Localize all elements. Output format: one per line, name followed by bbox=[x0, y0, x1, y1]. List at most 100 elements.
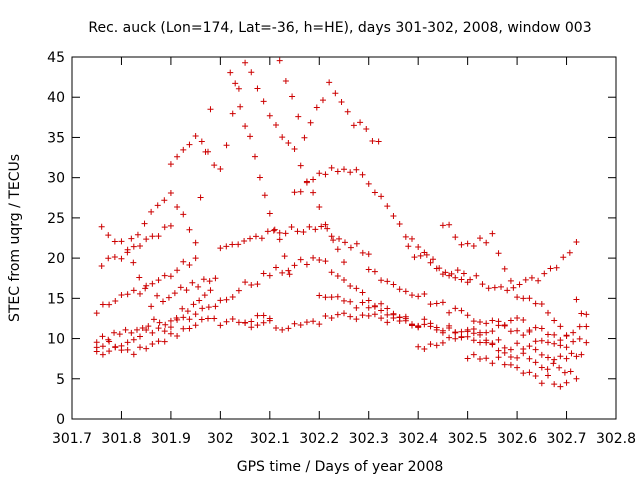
data-point bbox=[454, 267, 461, 274]
data-point bbox=[118, 238, 125, 245]
data-point bbox=[198, 138, 205, 145]
data-point bbox=[167, 330, 174, 337]
data-point bbox=[217, 297, 224, 304]
data-point bbox=[186, 325, 193, 332]
data-point bbox=[232, 80, 239, 87]
data-point bbox=[167, 161, 174, 168]
data-point bbox=[489, 328, 496, 335]
data-point bbox=[242, 319, 249, 326]
data-point bbox=[501, 322, 508, 329]
data-point bbox=[541, 270, 548, 277]
data-point bbox=[411, 254, 418, 261]
data-point bbox=[464, 355, 471, 362]
data-point bbox=[427, 323, 434, 330]
data-point bbox=[359, 249, 366, 256]
data-point bbox=[128, 329, 135, 336]
data-point bbox=[334, 272, 341, 279]
data-point bbox=[470, 318, 477, 325]
data-point bbox=[514, 364, 521, 371]
data-point bbox=[433, 342, 440, 349]
data-point bbox=[538, 337, 545, 344]
data-point bbox=[409, 321, 415, 328]
data-point bbox=[186, 316, 193, 323]
data-point bbox=[227, 69, 234, 76]
data-point bbox=[248, 282, 255, 289]
data-point bbox=[409, 235, 415, 242]
data-point bbox=[573, 296, 580, 303]
data-point bbox=[316, 203, 323, 210]
data-point bbox=[532, 359, 539, 366]
data-point bbox=[576, 323, 583, 330]
data-point bbox=[289, 93, 296, 100]
data-point bbox=[149, 340, 156, 347]
y-tick-label: 15 bbox=[47, 291, 65, 307]
data-point bbox=[180, 325, 187, 332]
data-point bbox=[310, 176, 317, 183]
data-point bbox=[485, 285, 492, 292]
data-point bbox=[177, 284, 184, 291]
data-point bbox=[322, 221, 329, 228]
data-point bbox=[415, 322, 422, 329]
data-point bbox=[205, 148, 211, 155]
data-point bbox=[266, 317, 273, 324]
data-point bbox=[563, 333, 570, 340]
data-point bbox=[516, 281, 523, 288]
data-point bbox=[111, 254, 118, 261]
plot-frame bbox=[71, 56, 617, 420]
data-point bbox=[563, 379, 570, 386]
data-point bbox=[495, 347, 502, 354]
data-point bbox=[130, 336, 137, 343]
data-point bbox=[235, 85, 242, 92]
data-point bbox=[254, 312, 261, 319]
data-point bbox=[105, 336, 112, 343]
data-point bbox=[252, 233, 259, 240]
data-point bbox=[319, 97, 326, 104]
data-point bbox=[118, 291, 125, 298]
x-tick-label: 302.1 bbox=[250, 431, 290, 447]
data-point bbox=[545, 339, 551, 346]
data-point bbox=[384, 311, 391, 318]
data-point bbox=[211, 315, 218, 322]
data-point bbox=[347, 313, 354, 320]
data-point bbox=[161, 224, 168, 231]
data-point bbox=[563, 355, 570, 362]
data-point bbox=[341, 297, 347, 304]
data-point bbox=[510, 284, 517, 291]
data-point bbox=[405, 243, 412, 250]
data-point bbox=[306, 223, 313, 230]
data-point bbox=[273, 325, 279, 332]
data-point bbox=[174, 332, 181, 339]
data-point bbox=[583, 323, 590, 330]
data-point bbox=[254, 281, 261, 288]
y-tick-label: 10 bbox=[47, 332, 65, 348]
data-point bbox=[439, 299, 446, 306]
data-point bbox=[522, 276, 529, 283]
data-point bbox=[130, 351, 137, 358]
data-point bbox=[148, 208, 155, 215]
data-point bbox=[276, 236, 283, 243]
data-point bbox=[300, 228, 307, 235]
data-point bbox=[237, 103, 244, 110]
data-point bbox=[507, 277, 514, 284]
data-point bbox=[430, 256, 437, 263]
data-point bbox=[501, 344, 508, 351]
data-point bbox=[99, 333, 106, 340]
data-point bbox=[310, 254, 317, 261]
data-point bbox=[229, 241, 236, 248]
data-point bbox=[341, 277, 347, 284]
data-point bbox=[124, 346, 131, 353]
data-point bbox=[538, 351, 545, 358]
data-point bbox=[98, 223, 105, 230]
data-point bbox=[495, 322, 502, 329]
data-point bbox=[155, 233, 162, 240]
data-point bbox=[514, 294, 521, 301]
data-point bbox=[322, 312, 329, 319]
data-point bbox=[578, 351, 585, 358]
data-point bbox=[150, 316, 157, 323]
data-point bbox=[353, 304, 360, 311]
data-point bbox=[470, 242, 477, 249]
data-point bbox=[322, 258, 329, 265]
data-point bbox=[285, 325, 292, 332]
data-point bbox=[452, 274, 459, 281]
data-point bbox=[557, 323, 564, 330]
